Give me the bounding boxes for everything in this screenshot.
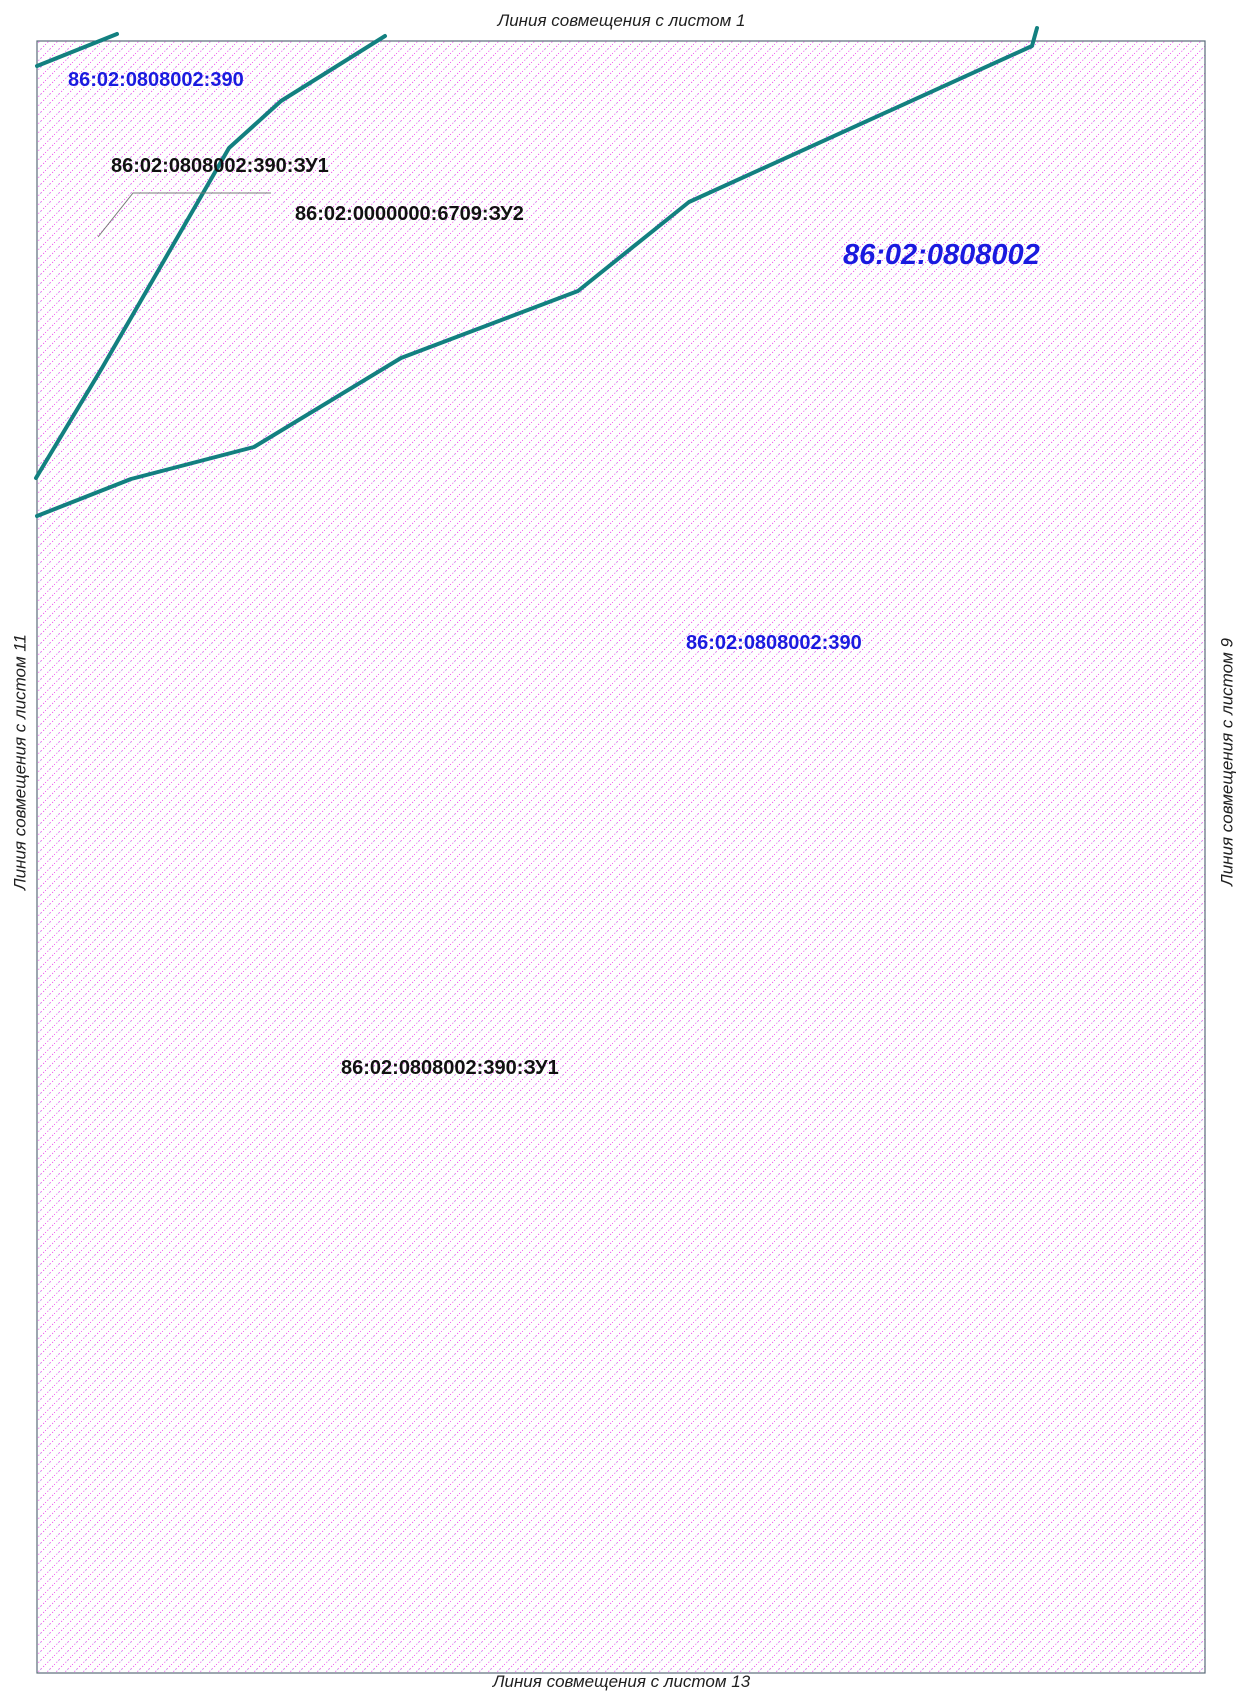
boundary-line-main: [35, 26, 1039, 518]
zu2-label: 86:02:0000000:6709:ЗУ2: [295, 203, 524, 225]
parcel-label-center: 86:02:0808002:390: [686, 632, 862, 654]
match-line-label-top: Линия совмещения с листом 1: [497, 11, 746, 30]
label-leader-line: [97, 192, 271, 238]
zu1-label-top: 86:02:0808002:390:ЗУ1: [111, 155, 329, 177]
match-line-label-right: Линия совмещения с листом 9: [1217, 638, 1237, 886]
boundary-line-west: [34, 34, 387, 480]
zu1-label-center: 86:02:0808002:390:ЗУ1: [341, 1057, 559, 1079]
match-line-label-left: Линия совмещения с листом 11: [10, 633, 30, 891]
sheet-frame: [36, 40, 1206, 1674]
match-line-label-bottom: Линия совмещения с листом 13: [492, 1672, 751, 1691]
cadastral-quarter-label: 86:02:0808002: [843, 239, 1040, 271]
parcel-label-top: 86:02:0808002:390: [68, 69, 244, 91]
boundary-line-top-left: [35, 32, 119, 68]
parcel-hatch-area: [37, 41, 1205, 1673]
